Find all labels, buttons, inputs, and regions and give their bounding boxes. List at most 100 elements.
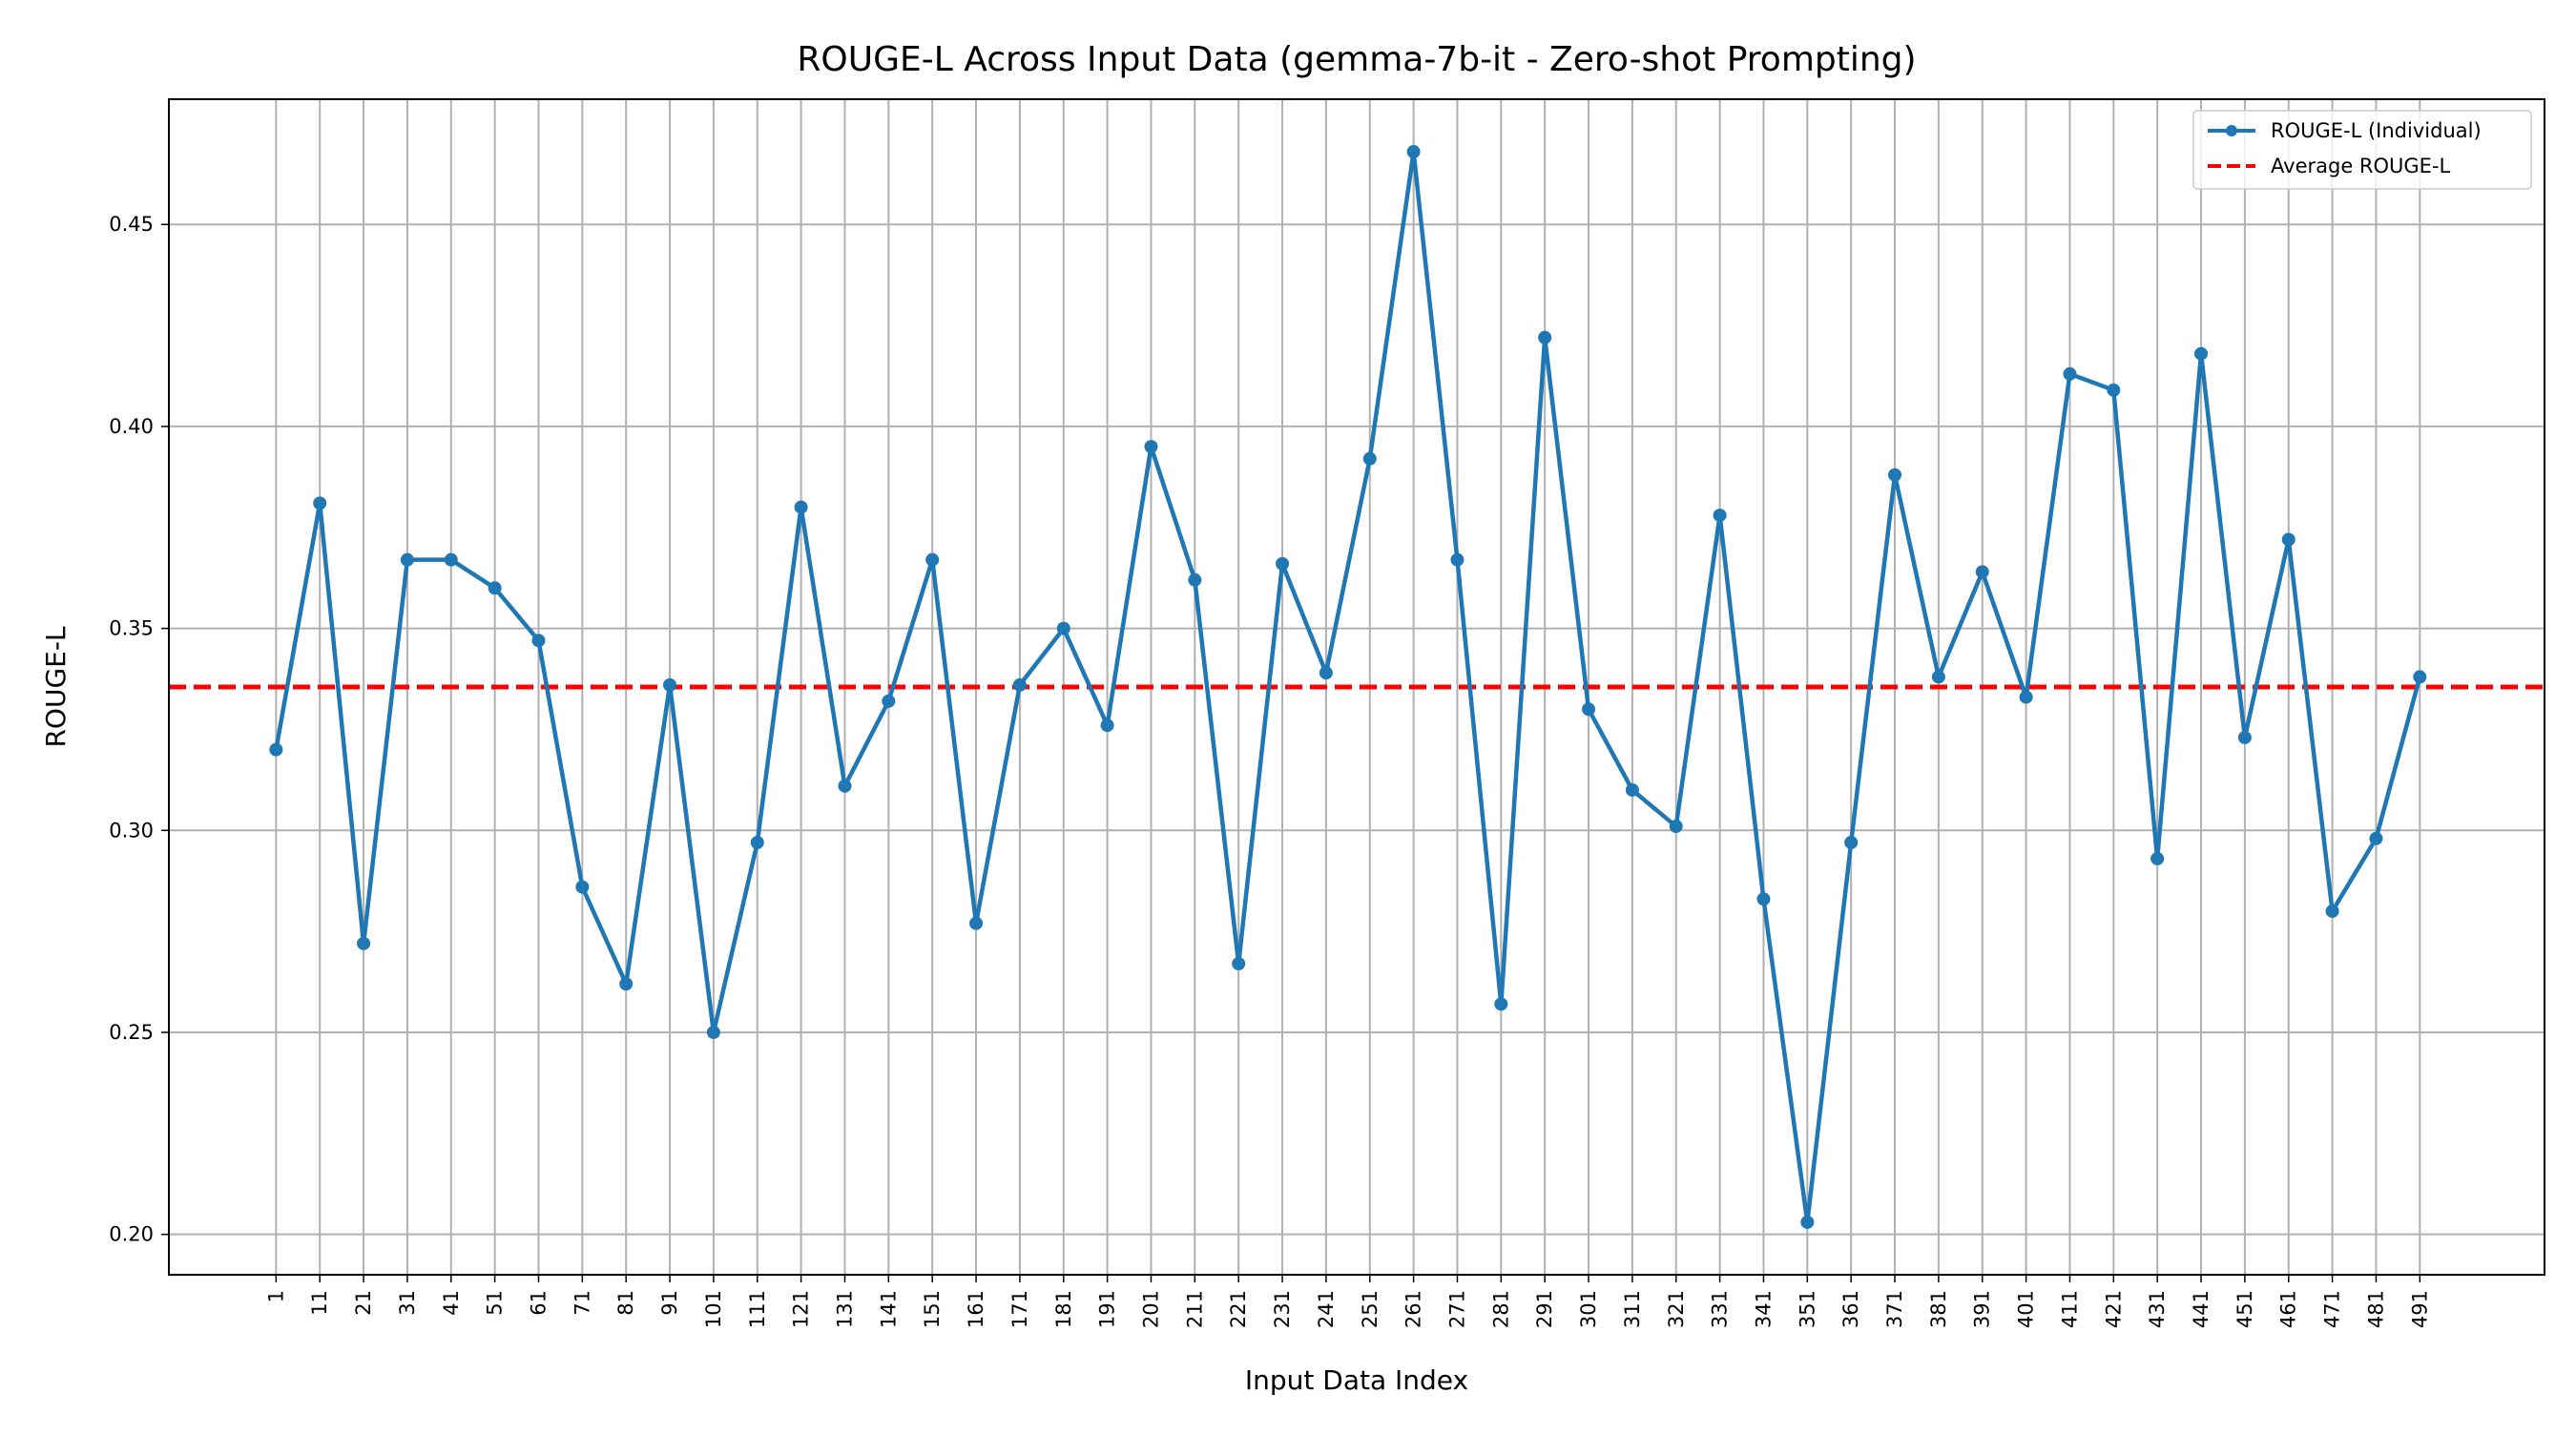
y-tick-label: 0.25 <box>109 1021 154 1044</box>
x-tick-label: 181 <box>1052 1290 1075 1328</box>
data-point <box>1756 892 1771 906</box>
data-point <box>1625 782 1639 797</box>
data-point <box>2237 730 2252 744</box>
x-tick-label: 191 <box>1096 1290 1119 1328</box>
x-tick-label: 311 <box>1621 1290 1644 1328</box>
axis-ticks: 1 11 21 31 41 51 61 71 81 91 101 111 121 131 141 151 161… <box>109 213 2431 1328</box>
data-point <box>2107 383 2121 397</box>
x-axis-label: Input Data Index <box>1245 1364 1468 1396</box>
data-point <box>1713 509 1727 523</box>
x-tick-label: 471 <box>2321 1290 2344 1328</box>
data-point <box>1188 572 1202 587</box>
data-point <box>1012 677 1027 692</box>
y-tick-label: 0.20 <box>109 1223 154 1246</box>
x-tick-label: 261 <box>1402 1290 1425 1328</box>
x-tick-label: 61 <box>527 1290 550 1316</box>
x-tick-label: 161 <box>965 1290 987 1328</box>
y-tick-label: 0.35 <box>109 617 154 640</box>
x-tick-label: 201 <box>1139 1290 1162 1328</box>
x-tick-label: 461 <box>2277 1290 2300 1328</box>
y-axis-label: ROUGE-L <box>40 626 72 747</box>
x-tick-label: 1 <box>264 1290 287 1302</box>
data-point <box>1494 997 1508 1011</box>
series-layer <box>269 145 2427 1229</box>
data-point <box>1669 820 1683 834</box>
x-tick-label: 301 <box>1577 1290 1600 1328</box>
data-point <box>1362 451 1377 466</box>
x-tick-label: 361 <box>1839 1290 1862 1328</box>
x-tick-label: 271 <box>1445 1290 1468 1328</box>
data-point <box>1888 468 1902 482</box>
data-point <box>444 552 458 567</box>
x-tick-label: 411 <box>2058 1290 2081 1328</box>
chart-title: ROUGE-L Across Input Data (gemma-7b-it -… <box>797 40 1916 79</box>
data-point <box>969 916 984 930</box>
data-point <box>1844 835 1859 849</box>
data-point <box>838 779 852 793</box>
data-point <box>2413 670 2427 684</box>
x-tick-label: 151 <box>921 1290 944 1328</box>
data-point <box>1144 440 1158 454</box>
series-line <box>274 149 2422 1225</box>
data-point <box>313 496 327 510</box>
plot-frame <box>168 98 2545 1276</box>
x-tick-label: 121 <box>790 1290 813 1328</box>
data-point <box>1319 666 1333 680</box>
data-point <box>2281 532 2296 547</box>
data-point <box>794 500 808 514</box>
data-point <box>882 694 896 708</box>
data-point <box>2150 851 2165 865</box>
legend-marker-individual <box>2226 125 2237 136</box>
data-point <box>2369 831 2383 845</box>
x-tick-label: 481 <box>2364 1290 2387 1328</box>
y-tick-label: 0.45 <box>109 213 154 236</box>
y-tick-label: 0.30 <box>109 819 154 842</box>
data-point <box>269 742 283 757</box>
data-point <box>1232 957 1246 971</box>
x-tick-label: 421 <box>2102 1290 2125 1328</box>
x-tick-label: 341 <box>1752 1290 1775 1328</box>
x-tick-label: 451 <box>2233 1290 2256 1328</box>
legend-label-individual: ROUGE-L (Individual) <box>2271 119 2482 142</box>
data-point <box>575 880 590 894</box>
x-tick-label: 351 <box>1796 1290 1818 1328</box>
x-tick-label: 101 <box>702 1290 725 1328</box>
x-tick-label: 51 <box>484 1290 507 1316</box>
legend-box <box>2192 110 2532 190</box>
x-tick-label: 171 <box>1008 1290 1031 1328</box>
x-tick-label: 111 <box>746 1290 769 1328</box>
legend-label-average: Average ROUGE-L <box>2271 155 2451 177</box>
data-point <box>2063 366 2077 381</box>
x-tick-label: 391 <box>1971 1290 1994 1328</box>
x-tick-label: 321 <box>1665 1290 1688 1328</box>
x-tick-label: 231 <box>1271 1290 1294 1328</box>
x-tick-label: 331 <box>1709 1290 1732 1328</box>
data-point <box>1582 702 1596 717</box>
data-point <box>1975 565 1989 579</box>
data-point <box>2019 690 2033 704</box>
data-point <box>488 581 502 595</box>
x-tick-label: 11 <box>308 1290 331 1316</box>
x-tick-label: 381 <box>1927 1290 1950 1328</box>
data-point <box>531 634 546 648</box>
legend: ROUGE-L (Individual) Average ROUGE-L <box>2192 110 2532 190</box>
x-tick-label: 21 <box>352 1290 375 1316</box>
data-point <box>357 936 371 950</box>
x-tick-label: 441 <box>2190 1290 2212 1328</box>
data-point <box>1056 621 1070 635</box>
data-point <box>663 677 677 692</box>
data-point <box>706 1025 720 1039</box>
x-tick-label: 211 <box>1183 1290 1206 1328</box>
x-tick-label: 41 <box>440 1290 463 1316</box>
x-tick-label: 71 <box>571 1290 593 1316</box>
x-tick-label: 81 <box>614 1290 637 1316</box>
x-tick-label: 241 <box>1315 1290 1338 1328</box>
x-tick-label: 291 <box>1533 1290 1556 1328</box>
data-point <box>925 552 940 567</box>
data-point <box>619 977 634 991</box>
data-point <box>2325 904 2339 918</box>
data-point <box>1276 556 1290 571</box>
